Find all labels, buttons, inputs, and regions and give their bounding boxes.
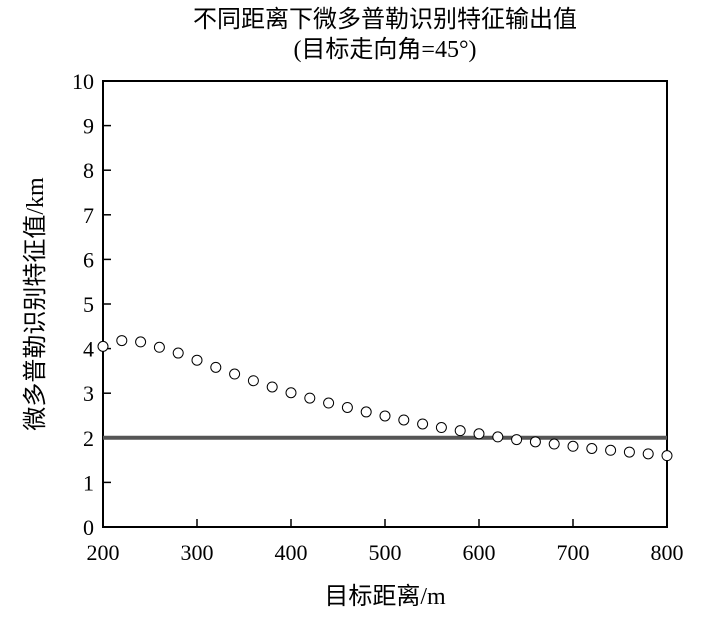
y-tick-label: 1 [83, 470, 94, 495]
data-point [285, 387, 297, 399]
data-point [341, 401, 353, 413]
data-point [229, 368, 241, 380]
data-point [435, 422, 447, 434]
y-axis: 0 1 2 3 4 5 6 7 8 9 10 [72, 69, 111, 540]
x-tick-label: 700 [557, 540, 590, 565]
y-tick-label: 9 [83, 114, 94, 139]
y-tick-label: 5 [83, 292, 94, 317]
data-point [398, 414, 410, 426]
data-point [567, 440, 579, 452]
plot-frame [102, 80, 668, 528]
x-tick-label: 600 [463, 540, 496, 565]
data-point [116, 335, 128, 347]
x-axis-label: 目标距离/m [324, 583, 446, 610]
x-tick-label: 400 [275, 540, 308, 565]
data-point [642, 448, 654, 460]
data-point [511, 434, 523, 446]
x-tick-label: 300 [181, 540, 214, 565]
data-point [191, 354, 203, 366]
data-point [492, 431, 504, 443]
data-point [454, 425, 466, 437]
data-point [417, 418, 429, 430]
x-axis: 200 300 400 500 600 700 800 [87, 519, 684, 565]
y-tick-label: 7 [83, 203, 94, 228]
data-point [360, 406, 372, 418]
chart-title: 不同距离下微多普勒识别特征输出值 [193, 6, 577, 33]
data-point [97, 340, 109, 352]
x-tick-label: 200 [87, 540, 120, 565]
data-point [548, 438, 560, 450]
x-tick-label: 800 [651, 540, 684, 565]
y-axis-label: 微多普勒识别特征值/km [22, 177, 49, 431]
data-point [153, 341, 165, 353]
data-series [97, 335, 673, 462]
y-tick-label: 8 [83, 158, 94, 183]
data-point [266, 381, 278, 393]
data-point [623, 446, 635, 458]
y-tick-label: 2 [83, 426, 94, 451]
data-point [135, 336, 147, 348]
y-tick-label: 0 [83, 515, 94, 540]
data-point [473, 428, 485, 440]
data-point [586, 443, 598, 455]
y-tick-label: 4 [83, 337, 94, 362]
y-tick-label: 6 [83, 247, 94, 272]
data-point [379, 410, 391, 422]
data-point [304, 392, 316, 404]
data-point [210, 361, 222, 373]
x-tick-label: 500 [369, 540, 402, 565]
data-point [323, 397, 335, 409]
data-point [529, 436, 541, 448]
data-point [661, 450, 673, 462]
y-tick-label: 10 [72, 69, 94, 94]
data-point [605, 444, 617, 456]
data-point [172, 347, 184, 359]
y-tick-label: 3 [83, 381, 94, 406]
data-point [247, 375, 259, 387]
chart-subtitle: (目标走向角=45°) [293, 36, 476, 63]
